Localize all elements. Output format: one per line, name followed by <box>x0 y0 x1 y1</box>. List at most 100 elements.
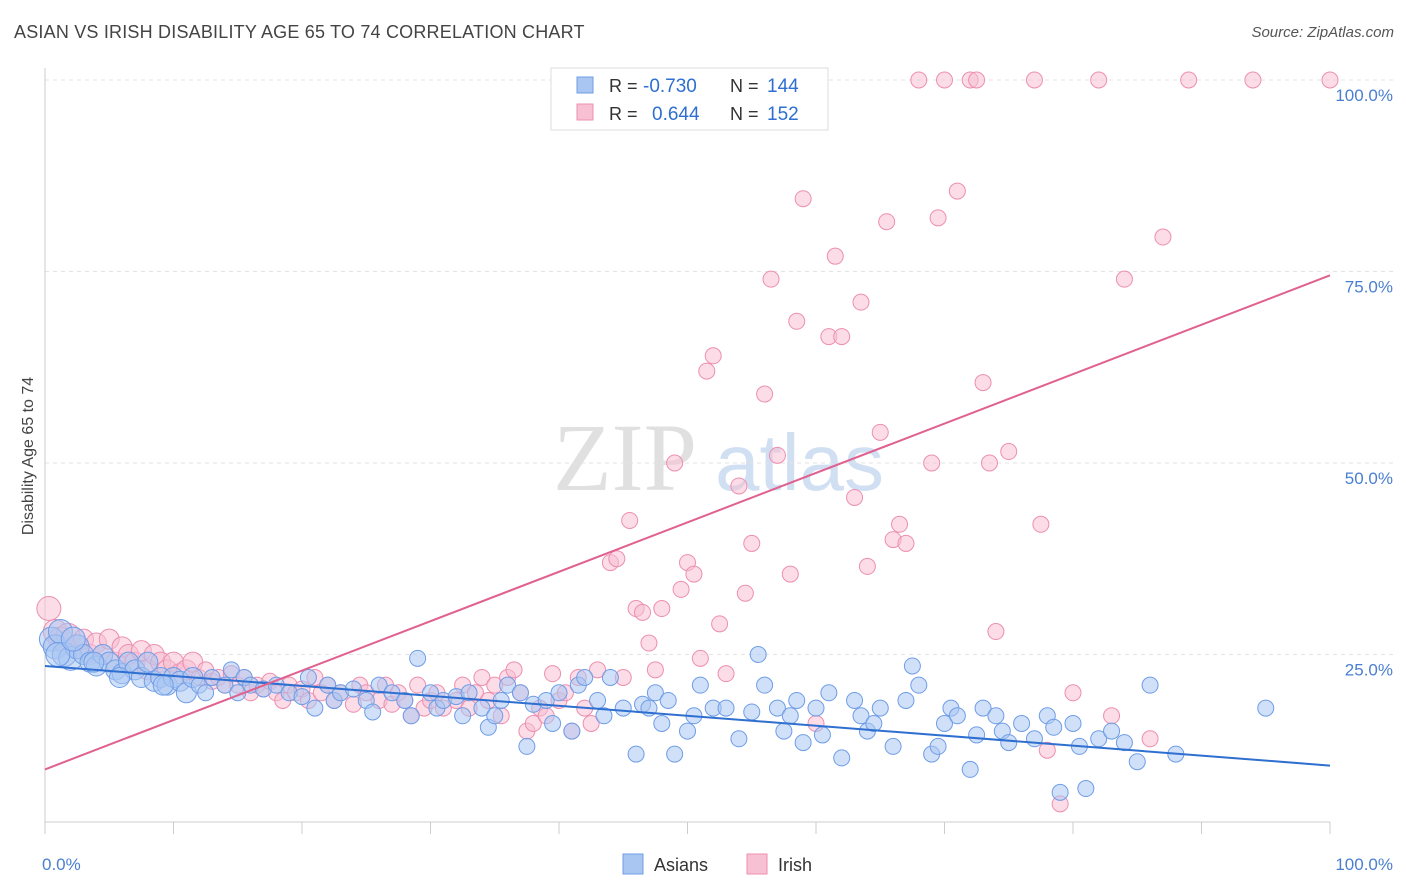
asian-point <box>910 676 928 694</box>
asian-point <box>794 734 812 752</box>
asian-point <box>1141 676 1159 694</box>
asian-point <box>1115 734 1133 752</box>
asian-point <box>197 684 215 702</box>
asian-point <box>1064 714 1082 732</box>
irish-point <box>1244 71 1262 89</box>
asian-point <box>788 691 806 709</box>
asian-point <box>576 668 594 686</box>
asian-point <box>1103 722 1121 740</box>
irish-point <box>621 511 639 529</box>
asian-point <box>653 714 671 732</box>
irish-point <box>871 423 889 441</box>
irish-point <box>544 665 562 683</box>
asian-point <box>601 668 619 686</box>
asian-point <box>454 707 472 725</box>
watermark: ZIP atlas <box>553 404 884 511</box>
irish-point <box>948 182 966 200</box>
asian-point <box>756 676 774 694</box>
irish-point <box>473 668 491 686</box>
irish-point <box>781 565 799 583</box>
asians-stats-swatch <box>576 76 594 94</box>
asian-point <box>370 676 388 694</box>
asian-point <box>807 699 825 717</box>
irish-point <box>524 714 542 732</box>
irish-point <box>1090 71 1108 89</box>
irish-point <box>717 665 735 683</box>
asian-point <box>968 726 986 744</box>
irish-point <box>704 347 722 365</box>
irish-point <box>730 477 748 495</box>
irish-point <box>582 714 600 732</box>
irish-trend-line <box>44 274 1331 771</box>
asian-point <box>897 691 915 709</box>
irish-point <box>640 634 658 652</box>
irish-point <box>768 446 786 464</box>
asian-point <box>948 707 966 725</box>
asian-point <box>659 691 677 709</box>
irish-point <box>711 615 729 633</box>
asians-r-label: R = <box>609 76 638 96</box>
irish-point <box>1000 443 1018 461</box>
irish-point <box>923 454 941 472</box>
gridlines <box>45 79 1393 655</box>
asian-point <box>929 737 947 755</box>
asian-point <box>717 699 735 717</box>
asian-point <box>550 684 568 702</box>
chart-title: ASIAN VS IRISH DISABILITY AGE 65 TO 74 C… <box>14 22 585 42</box>
irish-point <box>936 71 953 89</box>
asian-point <box>781 707 799 725</box>
irish-point <box>794 190 812 208</box>
asian-point <box>544 714 562 732</box>
asian-point <box>396 691 414 709</box>
asian-point <box>222 661 240 679</box>
irish-point <box>1180 71 1198 89</box>
irish-r-label: R = <box>609 104 638 124</box>
irish-point <box>1141 730 1159 748</box>
y-tick-label: 50.0% <box>1345 469 1393 488</box>
irish-point <box>634 603 652 621</box>
asian-point <box>903 657 921 675</box>
asian-point <box>589 691 607 709</box>
irish-point <box>891 515 909 533</box>
asian-point <box>306 699 324 717</box>
x-tick-label-max: 100.0% <box>1335 855 1393 874</box>
irish-r-value: 0.644 <box>652 104 700 125</box>
irish-point <box>589 661 607 679</box>
bottom-legend: Asians Irish <box>622 853 812 875</box>
asian-point <box>852 707 870 725</box>
asians-n-value: 144 <box>767 76 799 97</box>
irish-point <box>1038 741 1056 759</box>
irish-point <box>698 362 716 380</box>
asian-point <box>1025 730 1043 748</box>
asian-point <box>595 707 613 725</box>
legend-label-irish: Irish <box>778 855 812 875</box>
irish-point <box>646 661 664 679</box>
irish-point <box>858 557 876 575</box>
irish-point <box>1032 515 1050 533</box>
y-axis-tick-labels: 25.0% 50.0% 75.0% 100.0% <box>1335 86 1393 680</box>
stats-legend: R = -0.730 N = 144 R = 0.644 N = 152 <box>550 67 829 131</box>
irish-point <box>1115 270 1133 288</box>
irish-point <box>878 213 896 231</box>
asian-point <box>460 684 478 702</box>
asian-point <box>486 707 504 725</box>
irish-point <box>608 550 626 568</box>
irish-n-value: 152 <box>767 104 799 125</box>
irish-point <box>691 649 709 667</box>
irish-point <box>666 454 684 472</box>
irish-point <box>1154 228 1172 246</box>
irish-point <box>833 328 851 346</box>
asian-point <box>152 674 174 696</box>
irish-point <box>980 454 998 472</box>
asian-point <box>614 699 632 717</box>
irish-point <box>685 565 703 583</box>
asian-point <box>961 760 979 778</box>
y-tick-label: 75.0% <box>1345 278 1393 297</box>
asian-trend-line <box>44 664 1331 767</box>
irish-point <box>1064 684 1082 702</box>
irish-point <box>762 270 780 288</box>
irish-point <box>852 293 870 311</box>
asian-point <box>743 703 761 721</box>
irish-point <box>653 600 671 618</box>
asians-r-value: -0.730 <box>643 76 697 97</box>
